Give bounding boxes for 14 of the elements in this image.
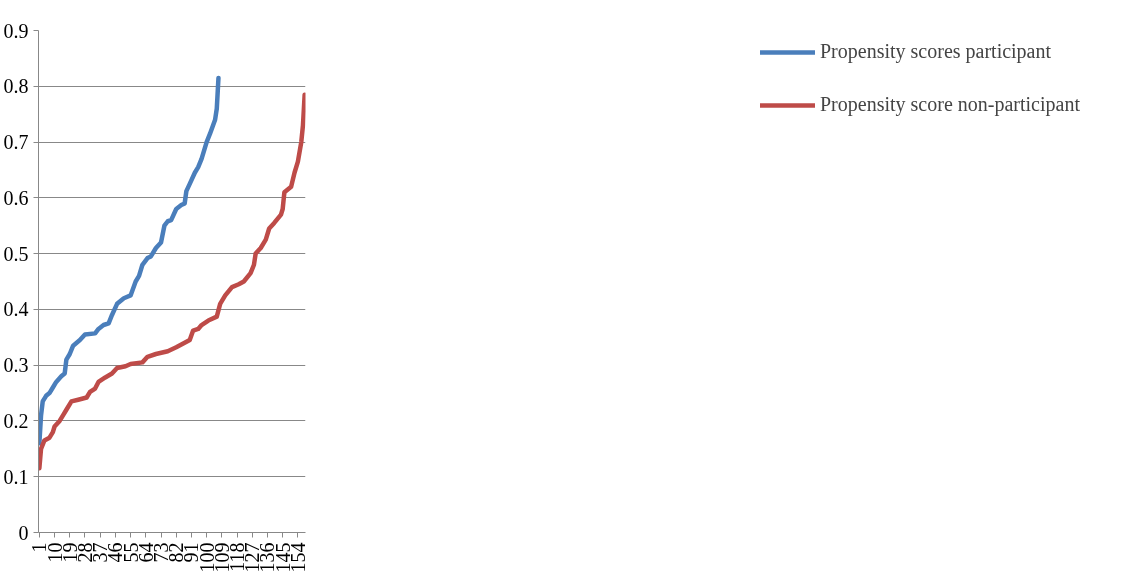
- line-series: [38, 75, 221, 446]
- line-series: [38, 92, 306, 471]
- y-tick-label: 0.5: [3, 242, 29, 265]
- y-tick-label: 0.2: [3, 409, 29, 432]
- legend-label: Propensity score non-participant: [820, 93, 1081, 116]
- y-tick-label: 0: [18, 521, 29, 544]
- legend-label: Propensity scores participant: [820, 40, 1053, 63]
- y-tick-label: 0.8: [3, 75, 29, 98]
- y-tick-label: 0.6: [3, 186, 29, 209]
- y-tick-label: 0.1: [3, 465, 29, 488]
- y-tick-label: 0.9: [3, 19, 29, 42]
- y-tick-label: 0.7: [3, 131, 29, 154]
- y-tick-label: 0.3: [3, 354, 29, 377]
- y-tick-label: 0.4: [3, 298, 29, 321]
